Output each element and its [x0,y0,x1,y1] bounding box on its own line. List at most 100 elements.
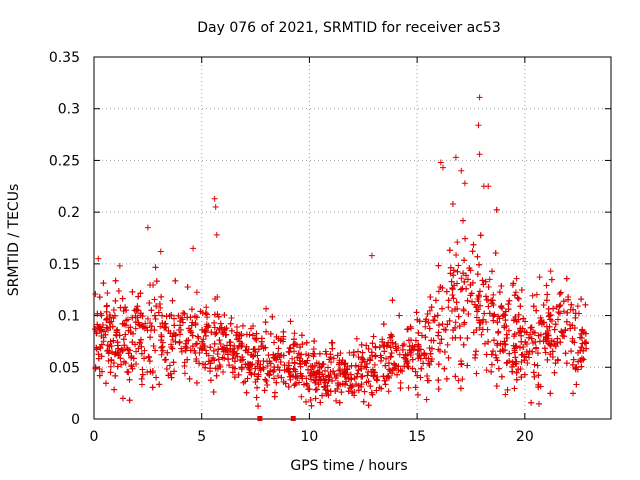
data-point [271,375,278,382]
data-point [117,304,124,311]
data-point [562,350,569,357]
data-point [467,292,474,299]
data-point [139,371,146,378]
data-point [483,351,490,358]
data-point [523,340,530,347]
data-point [533,345,540,352]
data-point [157,248,164,255]
data-point [161,320,168,327]
data-point [265,352,272,359]
data-point [560,308,567,315]
data-point [107,369,114,376]
data-point [129,314,136,321]
data-point [372,353,379,360]
data-point [307,397,314,404]
data-point [98,341,105,348]
data-point [259,343,266,350]
data-point [253,394,260,401]
data-point [437,347,444,354]
data-point [350,349,357,356]
data-point [189,332,196,339]
data-point [359,359,366,366]
data-point [569,322,576,329]
data-point [336,367,343,374]
data-point [327,369,334,376]
data-point [119,320,126,327]
data-point [515,295,522,302]
data-point [199,338,206,345]
data-point [94,310,101,317]
data-point [279,338,286,345]
data-point [102,331,109,338]
data-point [557,339,564,346]
data-point [213,329,220,336]
data-point [532,339,539,345]
data-point [406,347,413,354]
data-point [511,292,518,299]
data-point [163,313,170,320]
data-point [313,386,320,393]
data-point [409,356,416,363]
data-point [291,359,298,366]
data-point [296,357,303,364]
data-point [456,323,463,330]
data-point [312,395,319,402]
data-point [203,323,210,330]
grid [94,57,611,419]
data-point [486,276,493,283]
data-point [413,309,420,316]
data-point [387,331,394,338]
data-point [278,374,285,381]
data-point [351,375,358,382]
data-point [210,389,217,396]
data-point [476,94,483,101]
data-point [192,341,199,348]
data-point [249,353,256,360]
data-point [389,297,396,304]
data-point [263,305,270,312]
data-point [382,381,389,388]
y-tick-label: 0.15 [49,257,80,273]
data-point [370,333,377,340]
data-point [263,377,270,384]
data-point [369,340,376,347]
data-point [435,288,442,295]
data-point [454,239,461,246]
data-point [495,328,502,335]
data-point [119,395,126,402]
data-point [213,372,220,379]
data-point [129,365,136,372]
data-point [561,333,568,340]
data-point [531,329,538,336]
data-point [567,325,574,332]
data-point [144,315,151,322]
data-point [312,379,319,386]
data-point [535,400,542,407]
y-tick-label: 0.05 [49,360,80,376]
data-point [98,326,105,333]
data-point [348,362,355,369]
data-point [325,392,332,399]
data-point [326,356,333,363]
data-point [549,353,556,360]
data-point [146,354,153,361]
data-point [207,344,214,351]
data-point [129,288,136,295]
data-point [220,331,227,338]
data-point [374,377,381,384]
data-point [577,347,584,354]
data-point [452,324,459,331]
data-point [256,365,263,372]
data-point [504,359,511,366]
data-point [118,361,125,368]
data-point [521,328,528,335]
data-point [505,306,512,313]
data-point [171,368,178,375]
data-point [233,332,240,339]
data-point [170,330,177,337]
data-point [125,369,132,376]
data-point [264,363,271,370]
data-point [346,349,353,356]
data-point [152,347,159,354]
data-point [212,295,219,302]
